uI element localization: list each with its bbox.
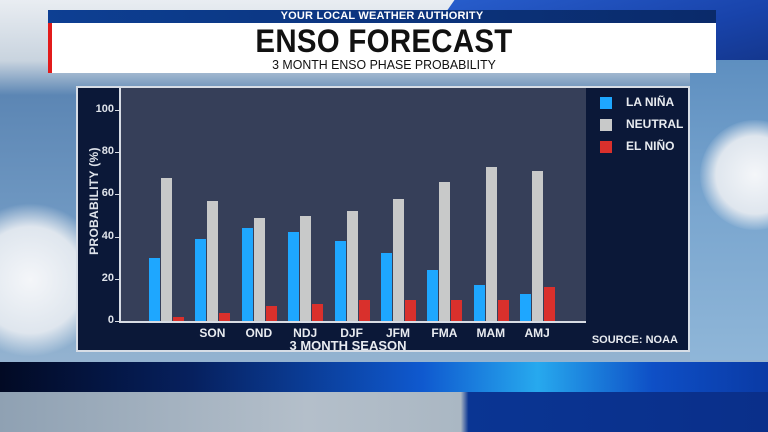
- y-tick-mark: [115, 110, 120, 111]
- bar-el-ni-o-DJF: [358, 299, 370, 321]
- bar-la-ni-a-MAM: [473, 285, 485, 321]
- y-axis-label: PROBABILITY (%): [87, 147, 101, 255]
- bar-la-ni-a-DJF: [334, 240, 346, 321]
- el-nino-swatch: [600, 141, 612, 153]
- bar-neutral-first: [161, 177, 172, 321]
- bar-neutral-JFM: [393, 198, 404, 321]
- bar-el-ni-o-JFM: [405, 299, 416, 321]
- bar-la-ni-a-AMJ: [520, 293, 532, 321]
- source-label: SOURCE: NOAA: [591, 334, 678, 346]
- legend-label: EL NIÑO: [626, 139, 675, 153]
- legend-label: NEUTRAL: [626, 117, 684, 131]
- bar-la-ni-a-OND: [241, 228, 253, 321]
- x-axis-label: 3 MONTH SEASON: [289, 338, 407, 353]
- bar-neutral-OND: [253, 217, 265, 321]
- bar-el-ni-o-first: [173, 316, 184, 321]
- bar-la-ni-a-SON: [195, 238, 207, 321]
- bar-la-ni-a-NDJ: [288, 232, 300, 321]
- bar-neutral-DJF: [346, 211, 358, 321]
- bar-la-ni-a-first: [149, 257, 160, 321]
- bar-el-ni-o-AMJ: [544, 287, 556, 321]
- x-category-label: OND: [245, 326, 273, 340]
- tagline: YOUR LOCAL WEATHER AUTHORITY: [48, 10, 716, 23]
- lower-background: [0, 392, 768, 432]
- bar-la-ni-a-JFM: [381, 253, 392, 321]
- bar-el-ni-o-NDJ: [312, 304, 324, 321]
- y-tick-mark: [115, 321, 120, 322]
- title-box: ENSO FORECAST 3 MONTH ENSO PHASE PROBABI…: [48, 23, 716, 73]
- lower-banner: [0, 362, 768, 392]
- y-tick-mark: [115, 152, 120, 154]
- bar-el-ni-o-FMA: [451, 299, 463, 321]
- bar-neutral-FMA: [439, 181, 451, 321]
- neutral-swatch: [600, 119, 612, 131]
- bar-el-ni-o-SON: [219, 312, 231, 321]
- header: YOUR LOCAL WEATHER AUTHORITY ENSO FORECA…: [48, 10, 716, 73]
- x-category-label: FMA: [431, 326, 458, 340]
- y-tick-label: 40: [101, 229, 114, 242]
- page-title: ENSO FORECAST: [255, 23, 513, 59]
- y-tick-label: 0: [107, 314, 114, 326]
- y-tick-label: 80: [101, 145, 114, 158]
- y-tick-mark: [115, 278, 120, 280]
- y-tick-label: 100: [95, 103, 114, 115]
- y-tick-label: 60: [101, 187, 114, 200]
- bar-neutral-MAM: [485, 166, 497, 321]
- page-subtitle: 3 MONTH ENSO PHASE PROBABILITY: [272, 57, 496, 72]
- x-category-label: MAM: [476, 326, 506, 340]
- x-category-label: AMJ: [524, 326, 550, 340]
- x-category-label: DJF: [340, 326, 363, 340]
- x-category-label: JFM: [386, 326, 410, 340]
- x-category-label: SON: [199, 326, 226, 340]
- la-nina-swatch: [600, 97, 612, 109]
- bar-el-ni-o-OND: [265, 306, 277, 321]
- y-axis: [119, 88, 121, 323]
- bar-neutral-NDJ: [300, 215, 312, 321]
- x-category-label: NDJ: [293, 326, 318, 340]
- bar-el-ni-o-MAM: [497, 299, 509, 321]
- legend-label: LA NIÑA: [626, 95, 675, 109]
- chart-panel: 0 20 40 60 80 100 PROBABILITY (%) SON OND NDJ DJ…: [76, 86, 690, 353]
- y-tick-mark: [115, 236, 120, 238]
- bar-neutral-AMJ: [532, 171, 544, 321]
- bar-neutral-SON: [207, 200, 219, 321]
- y-tick-label: 20: [101, 271, 114, 284]
- y-tick-mark: [115, 194, 120, 196]
- bar-la-ni-a-FMA: [427, 270, 439, 321]
- x-axis: [119, 321, 586, 323]
